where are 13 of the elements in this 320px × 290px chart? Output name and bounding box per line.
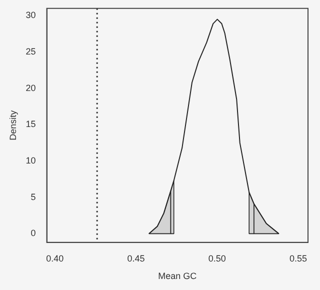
y-tick-label: 5 — [30, 192, 36, 202]
y-axis-title: Density — [8, 110, 18, 140]
x-axis-title: Mean GC — [158, 271, 198, 282]
y-tick-label: 25 — [26, 46, 36, 56]
y-tick-label: 15 — [26, 119, 36, 130]
y-tick-label: 10 — [26, 155, 36, 166]
x-tick-label: 0.50 — [208, 253, 226, 264]
x-tick-label: 0.40 — [46, 253, 64, 264]
x-tick-label: 0.55 — [290, 253, 308, 264]
y-tick-label: 20 — [26, 82, 36, 93]
x-tick-label: 0.45 — [127, 253, 145, 264]
y-tick-label: 0 — [30, 228, 36, 238]
y-tick-label: 30 — [26, 10, 36, 20]
